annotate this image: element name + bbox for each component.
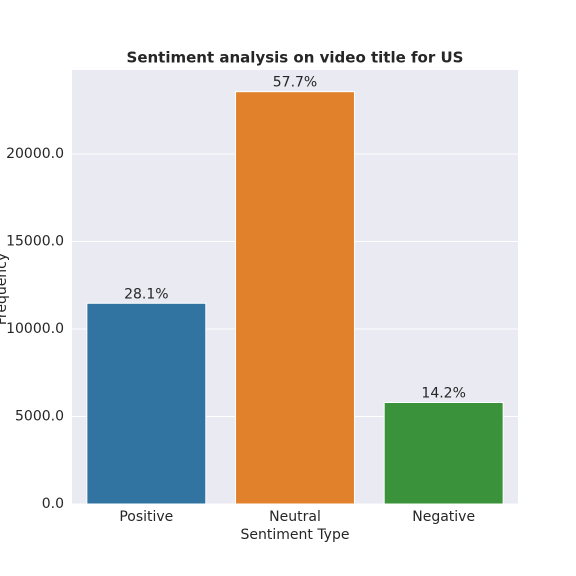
data-label: 57.7% [273,75,317,91]
chart-title: Sentiment analysis on video title for US [127,49,464,67]
y-tick-label: 20000.0 [6,146,64,162]
y-tick-label: 10000.0 [6,321,64,337]
x-tick-label: Positive [119,509,173,525]
bar [383,402,504,505]
y-axis-label: Frequency [0,253,10,325]
y-tick-label: 5000.0 [15,409,64,425]
x-tick-label: Negative [412,509,475,525]
x-tick-label: Neutral [269,509,321,525]
y-tick-label: 0.0 [42,496,64,512]
data-label: 14.2% [421,386,465,402]
data-label: 28.1% [124,286,168,302]
bar [86,302,207,505]
y-tick-label: 15000.0 [6,234,64,250]
x-axis-label: Sentiment Type [241,527,350,543]
bar [235,91,355,505]
